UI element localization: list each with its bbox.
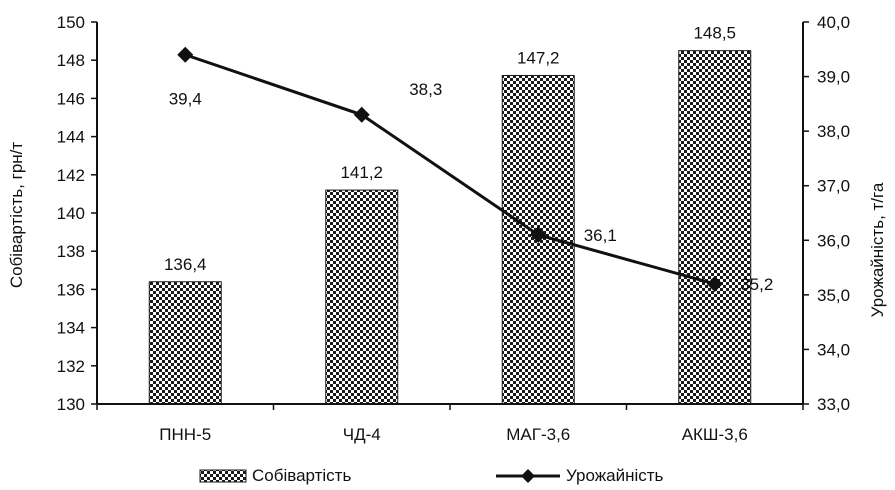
right-tick-label: 36,0 <box>817 231 850 250</box>
bar-value-label: 147,2 <box>517 48 560 67</box>
right-tick-label: 34,0 <box>817 340 850 359</box>
left-tick-label: 144 <box>57 128 85 147</box>
yield-line <box>184 53 716 286</box>
plot-area: 136,4 141,2 147,2 148,5 130 132 134 136 138 140 14… <box>7 13 887 485</box>
yield-marker-2 <box>353 106 370 123</box>
x-tick-label: АКШ-3,6 <box>682 425 748 444</box>
yield-value-label: 38,3 <box>409 80 442 99</box>
yield-value-label: 39,4 <box>169 90 202 109</box>
left-tick-label: 140 <box>57 204 85 223</box>
left-tick-label: 130 <box>57 395 85 414</box>
left-tick-label: 148 <box>57 51 85 70</box>
legend-diamond-icon <box>521 469 535 483</box>
x-tick-label: МАГ-3,6 <box>506 425 570 444</box>
y-axis-title: Собівартість, грн/т <box>7 142 26 289</box>
yield-marker-1 <box>177 46 194 63</box>
left-tick-label: 150 <box>57 13 85 32</box>
yield-value-label: 36,1 <box>584 226 617 245</box>
x-tick-label: ЧД-4 <box>343 425 381 444</box>
bar-2 <box>325 189 399 405</box>
bar-value-label: 148,5 <box>693 24 736 43</box>
bar-value-label: 136,4 <box>164 255 207 274</box>
left-tick-label: 136 <box>57 280 85 299</box>
legend-line-label: Урожайність <box>566 466 664 485</box>
right-tick-label: 40,0 <box>817 13 850 32</box>
right-tick-label: 37,0 <box>817 177 850 196</box>
yield-marker-4 <box>706 275 723 292</box>
left-tick-label: 132 <box>57 357 85 376</box>
right-tick-label: 33,0 <box>817 395 850 414</box>
bar-value-label: 141,2 <box>340 163 383 182</box>
yield-value-label: 35,2 <box>740 275 773 294</box>
left-tick-label: 134 <box>57 319 85 338</box>
yield-marker-3 <box>530 226 547 243</box>
bar-1 <box>148 281 222 405</box>
left-tick-label: 146 <box>57 89 85 108</box>
bar-4 <box>678 50 752 405</box>
left-tick-label: 138 <box>57 242 85 261</box>
right-tick-label: 35,0 <box>817 286 850 305</box>
x-tick-label: ПНН-5 <box>159 425 211 444</box>
right-tick-label: 39,0 <box>817 68 850 87</box>
y2-axis-title: Урожайність, т/га <box>868 182 887 317</box>
legend-bar-swatch <box>199 469 247 483</box>
right-tick-label: 38,0 <box>817 122 850 141</box>
legend-bar-label: Собівартість <box>252 466 351 485</box>
left-tick-label: 142 <box>57 166 85 185</box>
